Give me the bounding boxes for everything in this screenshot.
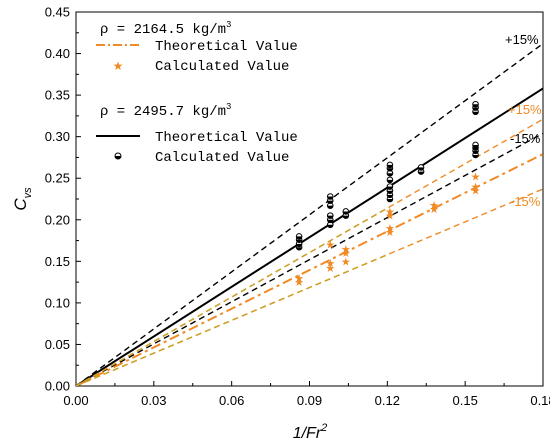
plot-frame (75, 11, 544, 387)
series-lines (76, 43, 543, 386)
series-line-rho_2495_lower_band (76, 132, 543, 386)
y-axis-label: Cvs (11, 187, 34, 211)
series-line-rho_2495_upper_band (76, 43, 543, 386)
y-tick-label: 0.40 (45, 46, 70, 61)
x-axis: 0.00 0.03 0.06 0.09 0.12 0.15 0.18 (63, 381, 550, 408)
point-rho_2164_calculated: ★ (385, 223, 395, 235)
x-tick-label: 0.03 (141, 393, 166, 408)
point-rho_2164_calculated: ★ (385, 206, 395, 218)
legend: ρ = 2164.5 kg/m3 Theoretical Value ★ Cal… (96, 20, 298, 166)
x-tick-label: 0.06 (219, 393, 244, 408)
legend-group1-line-label: Theoretical Value (155, 39, 298, 55)
band-overlay-lower (76, 252, 391, 386)
y-tick-label: 0.20 (45, 212, 70, 227)
y-tick-label: 0.00 (45, 379, 70, 394)
point-rho_2495_calculated (326, 221, 334, 229)
y-tick-label: 0.45 (45, 5, 70, 20)
x-tick-label: 0.00 (63, 393, 88, 408)
point-rho_2164_calculated: ★ (341, 256, 351, 268)
point-rho_2495_calculated (386, 183, 394, 190)
y-tick-label: 0.35 (45, 88, 70, 103)
legend-group2-points-label: Calculated Value (155, 150, 289, 166)
point-rho_2164_calculated: ★ (471, 186, 481, 198)
x-tick-label: 0.15 (453, 393, 478, 408)
legend-group1-star-swatch: ★ (113, 59, 124, 73)
scatter-points: ★★★★★★★★★★★★ ★★★★★ (294, 100, 481, 289)
y-tick-label: 0.15 (45, 254, 70, 269)
y-tick-label: 0.05 (45, 337, 70, 352)
point-rho_2164_calculated: ★ (294, 277, 304, 289)
y-tick-label: 0.10 (45, 295, 70, 310)
band-label-orange-lower: -15% (510, 194, 541, 209)
band-label-black-upper: +15% (505, 32, 539, 47)
y-axis: 0.00 0.05 0.10 0.15 0.20 0.25 0.30 0.35 0.40 0.45 (45, 5, 81, 394)
legend-group2-line-label: Theoretical Value (155, 130, 298, 146)
point-rho_2495_calculated (326, 212, 334, 219)
y-tick-label: 0.25 (45, 171, 70, 186)
x-axis-label: 1/Fr2 (293, 422, 328, 442)
point-rho_2164_calculated: ★ (429, 200, 439, 212)
x-tick-label: 0.12 (375, 393, 400, 408)
point-rho_2164_calculated: ★ (385, 227, 395, 239)
point-rho_2164_calculated: ★ (471, 182, 481, 194)
x-tick-label: 0.09 (297, 393, 322, 408)
legend-group1-title: ρ = 2164.5 kg/m3 (100, 20, 231, 38)
point-rho_2164_calculated: ★ (341, 248, 351, 260)
series-line-rho_2495_theoretical (76, 87, 543, 386)
point-rho_2164_calculated: ★ (341, 244, 351, 256)
legend-group2-title: ρ = 2495.7 kg/m3 (100, 102, 231, 120)
band-overlay-upper (76, 206, 391, 386)
point-rho_2495_calculated (386, 161, 394, 169)
point-rho_2164_calculated: ★ (385, 211, 395, 223)
point-rho_2495_calculated (386, 176, 394, 184)
point-rho_2164_calculated: ★ (325, 240, 335, 252)
point-rho_2164_calculated: ★ (471, 172, 481, 184)
point-rho_2495_calculated (295, 233, 303, 240)
band-label-black-lower: -15% (510, 131, 541, 146)
point-rho_2495_calculated (472, 100, 479, 108)
x-tick-label: 0.18 (530, 393, 550, 408)
legend-group1-points-label: Calculated Value (155, 59, 289, 75)
band-label-orange-upper: +15% (508, 102, 542, 117)
point-rho_2164_calculated: ★ (294, 273, 304, 285)
point-rho_2164_calculated: ★ (429, 204, 439, 216)
point-rho_2495_calculated (417, 164, 425, 171)
point-rho_2495_calculated (472, 141, 479, 149)
point-rho_2495_calculated (342, 208, 350, 215)
point-rho_2164_calculated: ★ (325, 258, 335, 270)
legend-group2-circle-swatch (114, 152, 122, 160)
point-rho_2495_calculated (326, 193, 334, 200)
point-rho_2164_calculated: ★ (325, 263, 335, 275)
y-tick-label: 0.30 (45, 129, 70, 144)
series-line-rho_2164_theoretical (76, 153, 543, 386)
